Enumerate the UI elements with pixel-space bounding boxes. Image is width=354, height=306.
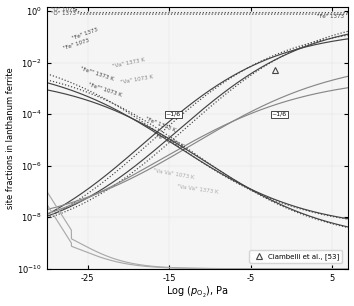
Text: "Va Va" 1373 K: "Va Va" 1373 K — [177, 184, 219, 195]
Text: "Va" 1073 K: "Va" 1073 K — [120, 74, 154, 85]
X-axis label: Log ($p_{\mathrm{O_2}}$), Pa: Log ($p_{\mathrm{O_2}}$), Pa — [166, 285, 229, 300]
Y-axis label: site fractions in lanthanum ferrite: site fractions in lanthanum ferrite — [6, 67, 15, 209]
Text: ~1/6: ~1/6 — [166, 112, 181, 117]
Text: "O" 1073: "O" 1073 — [51, 7, 76, 12]
Text: "Fe" 1073: "Fe" 1073 — [63, 38, 90, 51]
Text: "Fe" 1373: "Fe" 1373 — [72, 27, 98, 40]
Text: "Va Va" 1073 K: "Va Va" 1073 K — [153, 168, 195, 180]
Text: "Fe" 1073 K: "Fe" 1073 K — [153, 132, 185, 149]
Text: "Fe"" 1373 K: "Fe"" 1373 K — [80, 66, 114, 82]
Text: ~1/6: ~1/6 — [272, 112, 287, 117]
Text: "O" 1373: "O" 1373 — [51, 11, 76, 16]
Text: "Va" 1373 K: "Va" 1373 K — [112, 58, 145, 69]
Text: "Fe" 1373: "Fe" 1373 — [318, 13, 344, 19]
Text: "Fe" 1373 K: "Fe" 1373 K — [145, 117, 176, 133]
Text: "Fe"" 1073 K: "Fe"" 1073 K — [88, 82, 122, 97]
Legend: Ciambelli et al., [53]: Ciambelli et al., [53] — [249, 250, 342, 263]
